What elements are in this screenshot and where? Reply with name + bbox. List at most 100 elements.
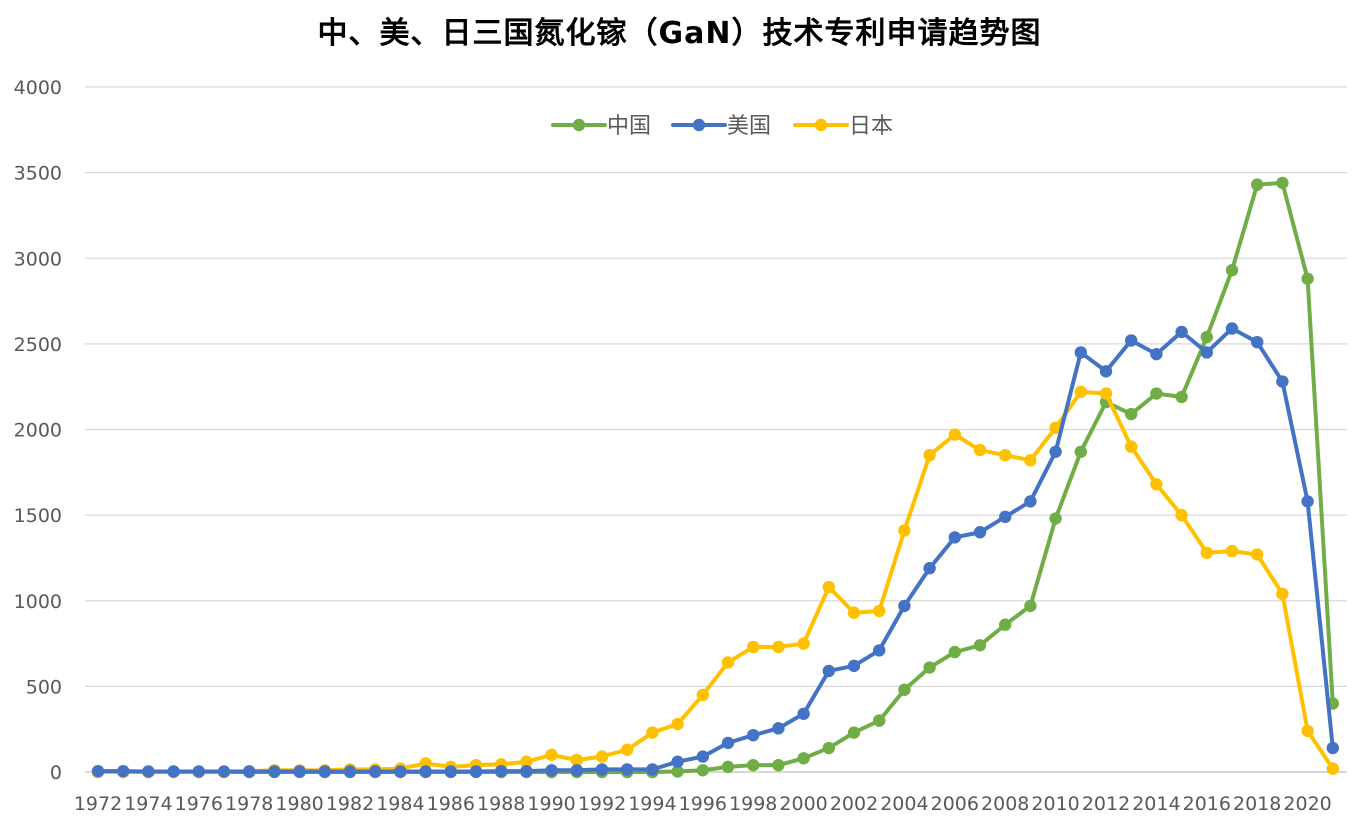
data-point xyxy=(293,765,306,778)
data-point xyxy=(847,659,861,673)
x-tick-label: 1992 xyxy=(578,793,626,815)
data-point xyxy=(1326,762,1340,775)
data-point xyxy=(797,637,810,650)
data-point xyxy=(1150,387,1163,400)
x-tick-label: 2002 xyxy=(830,793,878,815)
data-point xyxy=(923,448,936,462)
data-point xyxy=(721,760,735,774)
y-tick-label: 2500 xyxy=(14,334,62,356)
x-tick-label: 2014 xyxy=(1132,793,1180,815)
x-tick-label: 1982 xyxy=(326,793,374,815)
data-point xyxy=(923,661,936,674)
x-tick-label: 1984 xyxy=(376,793,424,815)
data-point xyxy=(268,765,281,778)
data-point xyxy=(243,765,256,778)
data-point xyxy=(1276,375,1289,388)
data-point xyxy=(1024,599,1037,613)
x-tick-label: 1994 xyxy=(628,793,676,815)
series-lines xyxy=(91,176,1340,779)
legend-label: 中国 xyxy=(607,114,651,139)
legend-item: 美国 xyxy=(671,114,771,139)
y-tick-label: 500 xyxy=(26,676,62,698)
x-tick-label: 1976 xyxy=(175,793,223,815)
data-point xyxy=(696,764,709,777)
data-point xyxy=(419,765,432,778)
data-point xyxy=(696,750,709,763)
data-point xyxy=(1074,385,1088,399)
data-point xyxy=(898,524,911,537)
y-tick-label: 3500 xyxy=(14,163,62,185)
data-point xyxy=(948,645,961,659)
data-point xyxy=(847,726,861,739)
x-tick-label: 2000 xyxy=(779,793,827,815)
legend-marker xyxy=(814,118,828,132)
legend-label: 美国 xyxy=(727,114,771,139)
data-point xyxy=(1225,264,1239,277)
x-tick-label: 1998 xyxy=(729,793,777,815)
data-point xyxy=(343,765,357,778)
data-point xyxy=(646,726,659,739)
data-point xyxy=(1099,387,1113,400)
data-point xyxy=(873,644,886,657)
x-tick-label: 2012 xyxy=(1082,793,1130,815)
data-point xyxy=(545,764,558,777)
data-point xyxy=(545,748,558,762)
data-point xyxy=(520,755,533,768)
data-point xyxy=(948,428,961,441)
data-point xyxy=(1099,365,1113,378)
data-point xyxy=(923,562,936,575)
data-point xyxy=(621,743,634,756)
data-point xyxy=(973,443,987,457)
data-point xyxy=(1024,495,1037,508)
data-point xyxy=(1175,325,1188,339)
data-point xyxy=(1301,272,1314,285)
data-point xyxy=(772,640,785,654)
data-point xyxy=(1301,495,1314,508)
data-point xyxy=(1200,330,1214,344)
data-point xyxy=(369,765,382,778)
data-point xyxy=(822,580,835,594)
x-tick-label: 1990 xyxy=(527,793,575,815)
axis-labels: 0 500 1000 1500 2000 2500 3000 3500 4000 1972 1974… xyxy=(14,77,1332,815)
x-tick-label: 2018 xyxy=(1233,793,1281,815)
data-point xyxy=(1074,445,1088,458)
data-point xyxy=(1301,724,1314,738)
data-point xyxy=(1276,176,1289,190)
data-point xyxy=(520,764,533,778)
x-tick-label: 1978 xyxy=(225,793,273,815)
data-point xyxy=(847,606,861,619)
data-point xyxy=(1150,478,1163,491)
data-point xyxy=(595,750,609,763)
data-point xyxy=(1175,508,1188,522)
y-tick-label: 1000 xyxy=(14,591,62,613)
data-point xyxy=(772,758,785,772)
data-point xyxy=(621,763,634,776)
data-point xyxy=(570,764,583,777)
data-point xyxy=(192,765,205,778)
data-point xyxy=(772,722,785,735)
series-line xyxy=(96,389,1335,774)
data-point xyxy=(873,604,886,618)
data-point xyxy=(1125,407,1138,421)
data-point xyxy=(1251,178,1264,191)
data-point xyxy=(1225,322,1239,335)
y-tick-label: 3000 xyxy=(14,248,62,270)
data-point xyxy=(142,765,155,778)
data-point xyxy=(469,765,483,778)
data-point xyxy=(671,755,684,768)
data-point xyxy=(747,758,760,772)
data-point xyxy=(1150,347,1163,361)
data-point xyxy=(873,714,886,727)
data-point xyxy=(721,656,735,669)
data-point xyxy=(217,765,231,778)
data-point xyxy=(1125,334,1138,347)
x-tick-label: 2008 xyxy=(981,793,1029,815)
x-tick-label: 2004 xyxy=(880,793,928,815)
x-tick-label: 2020 xyxy=(1283,793,1331,815)
data-point xyxy=(1049,445,1062,458)
data-point xyxy=(1175,390,1188,404)
legend-item: 中国 xyxy=(551,114,651,139)
x-tick-label: 1972 xyxy=(74,793,122,815)
x-tick-label: 1974 xyxy=(124,793,172,815)
